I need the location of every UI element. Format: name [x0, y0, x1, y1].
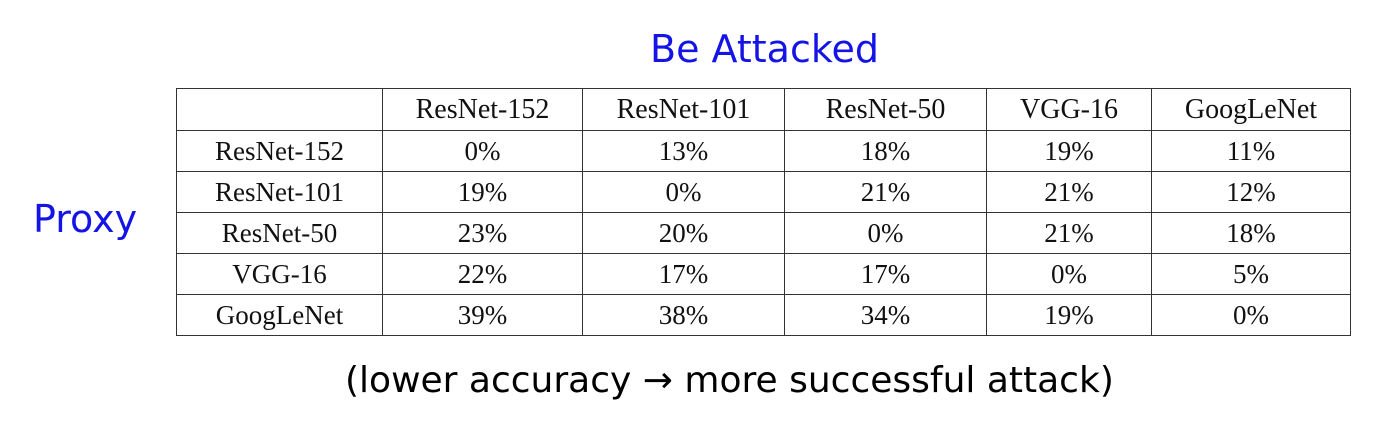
table-cell: 23% — [382, 212, 583, 254]
table-cell: 0% — [1151, 294, 1351, 336]
table-cell: 0% — [784, 212, 987, 254]
column-header: ResNet-50 — [784, 88, 987, 131]
table-row: ResNet-101 19% 0% 21% 21% 12% — [176, 171, 1351, 213]
be-attacked-label: Be Attacked — [650, 27, 879, 71]
table-cell: 22% — [382, 253, 583, 295]
row-header: GoogLeNet — [176, 294, 383, 336]
table-cell: 11% — [1151, 130, 1351, 172]
table-row: ResNet-152 0% 13% 18% 19% 11% — [176, 130, 1351, 172]
table-row: ResNet-50 23% 20% 0% 21% 18% — [176, 212, 1351, 254]
row-header: ResNet-152 — [176, 130, 383, 172]
row-header: ResNet-50 — [176, 212, 383, 254]
table-cell: 12% — [1151, 171, 1351, 213]
table-header-row: ResNet-152 ResNet-101 ResNet-50 VGG-16 G… — [176, 88, 1351, 131]
table-cell: 21% — [986, 212, 1152, 254]
column-header: ResNet-101 — [582, 88, 785, 131]
table-cell: 19% — [986, 294, 1152, 336]
row-header: VGG-16 — [176, 253, 383, 295]
table-cell: 34% — [784, 294, 987, 336]
table-cell: 19% — [382, 171, 583, 213]
column-header: ResNet-152 — [382, 88, 583, 131]
table-cell: 20% — [582, 212, 785, 254]
table-cell: 38% — [582, 294, 785, 336]
table-row: VGG-16 22% 17% 17% 0% 5% — [176, 253, 1351, 295]
column-header: VGG-16 — [986, 88, 1152, 131]
table-cell: 17% — [582, 253, 785, 295]
table-cell: 18% — [1151, 212, 1351, 254]
table-cell: 0% — [382, 130, 583, 172]
table-cell: 0% — [582, 171, 785, 213]
row-header: ResNet-101 — [176, 171, 383, 213]
corner-cell — [176, 88, 383, 131]
column-header: GoogLeNet — [1151, 88, 1351, 131]
transfer-attack-table: ResNet-152 ResNet-101 ResNet-50 VGG-16 G… — [176, 88, 1351, 336]
table-cell: 18% — [784, 130, 987, 172]
proxy-label: Proxy — [33, 197, 138, 241]
table-cell: 13% — [582, 130, 785, 172]
table-cell: 17% — [784, 253, 987, 295]
footnote-caption: (lower accuracy → more successful attack… — [345, 360, 1114, 401]
table-cell: 21% — [784, 171, 987, 213]
table-cell: 39% — [382, 294, 583, 336]
table-cell: 0% — [986, 253, 1152, 295]
table-cell: 5% — [1151, 253, 1351, 295]
table-row: GoogLeNet 39% 38% 34% 19% 0% — [176, 294, 1351, 336]
table-cell: 19% — [986, 130, 1152, 172]
table-cell: 21% — [986, 171, 1152, 213]
